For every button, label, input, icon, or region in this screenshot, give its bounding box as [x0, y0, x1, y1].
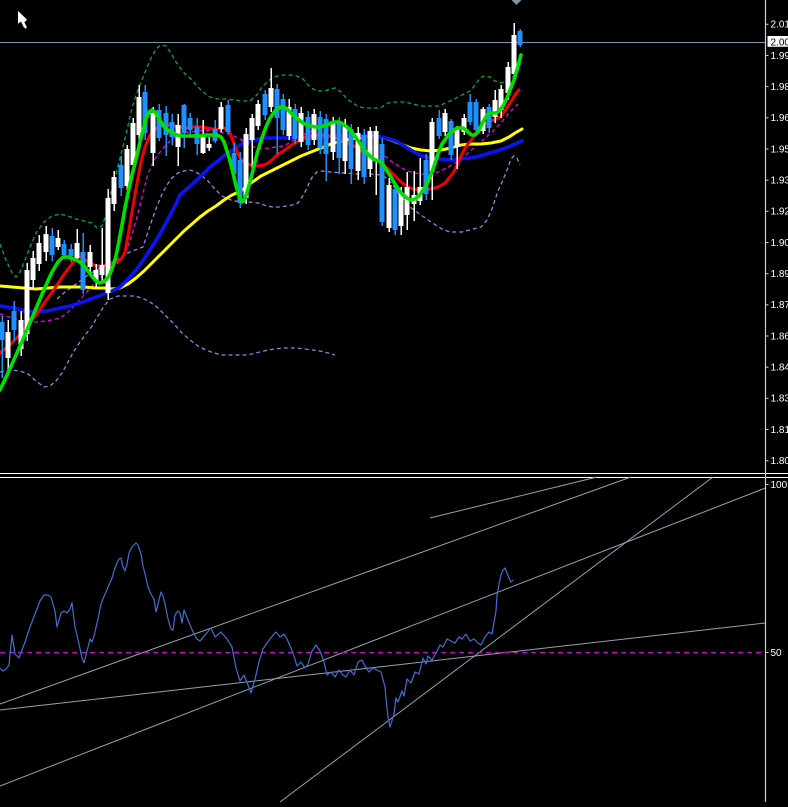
- svg-text:100: 100: [771, 480, 788, 491]
- svg-text:1.98: 1.98: [771, 82, 788, 93]
- svg-text:1.93: 1.93: [771, 176, 788, 187]
- svg-text:1.99: 1.99: [771, 51, 788, 62]
- svg-text:1.92: 1.92: [771, 207, 788, 218]
- svg-text:1.80: 1.80: [771, 456, 788, 467]
- svg-text:1.81: 1.81: [771, 425, 788, 436]
- svg-text:50: 50: [771, 648, 783, 659]
- svg-text:1.90: 1.90: [771, 238, 788, 249]
- svg-text:1.86: 1.86: [771, 331, 788, 342]
- svg-text:2.00: 2.00: [771, 37, 788, 48]
- svg-text:2.01: 2.01: [771, 20, 788, 31]
- svg-text:1.87: 1.87: [771, 300, 788, 311]
- svg-text:1.84: 1.84: [771, 363, 788, 374]
- svg-text:1.83: 1.83: [771, 394, 788, 405]
- svg-text:1.95: 1.95: [771, 144, 788, 155]
- svg-text:1.96: 1.96: [771, 113, 788, 124]
- svg-text:1.89: 1.89: [771, 269, 788, 280]
